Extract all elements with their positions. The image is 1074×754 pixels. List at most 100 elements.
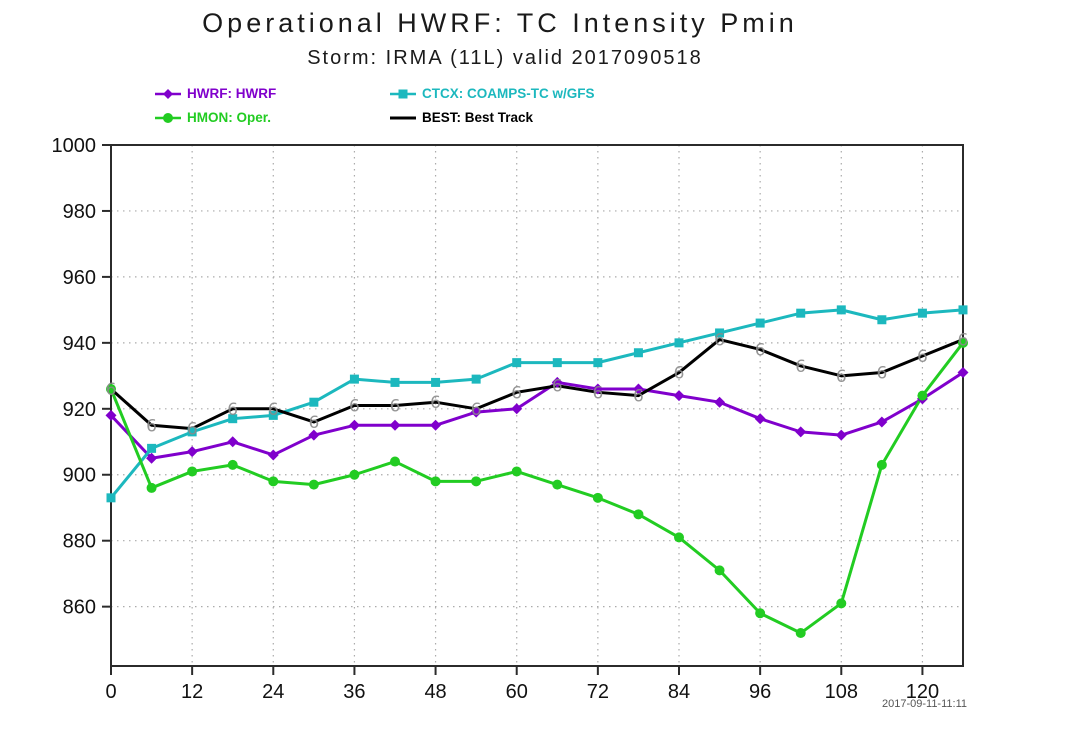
marker-hurricane-symbol: 6 xyxy=(187,420,198,440)
marker-circle xyxy=(349,469,360,480)
marker-diamond xyxy=(267,449,279,461)
marker-diamond xyxy=(592,383,604,395)
marker-hurricane-symbol: 6 xyxy=(430,393,441,413)
legend-label-ctcx: CTCX: COAMPS-TC w/GFS xyxy=(422,86,595,101)
chart-subtitle: Storm: IRMA (11L) valid 2017090518 xyxy=(307,47,703,69)
marker-hurricane-symbol: 6 xyxy=(836,367,847,387)
marker-hurricane-symbol: 6 xyxy=(917,347,928,367)
x-tick-label: 84 xyxy=(668,681,690,703)
legend-label-hmon: HMON: Oper. xyxy=(187,110,272,125)
legend-item-hmon: HMON: Oper. xyxy=(155,110,390,125)
marker-square xyxy=(917,308,927,318)
marker-hurricane-symbol: 6 xyxy=(958,331,969,351)
series-line xyxy=(109,338,965,431)
marker-diamond xyxy=(227,436,239,448)
marker-diamond xyxy=(551,376,563,388)
series-line xyxy=(109,341,965,635)
x-tick-label: 60 xyxy=(506,681,528,703)
x-tick-label: 120 xyxy=(906,681,939,703)
marker-square xyxy=(147,443,157,453)
marker-square xyxy=(633,348,643,358)
marker-square xyxy=(512,358,522,368)
marker-circle xyxy=(268,476,279,487)
marker-hurricane-symbol: 6 xyxy=(674,364,685,384)
marker-diamond xyxy=(835,429,847,441)
marker-circle xyxy=(592,492,603,503)
marker-circle xyxy=(876,459,887,470)
marker-square xyxy=(471,374,481,384)
marker-hurricane-symbol: 6 xyxy=(795,357,806,377)
marker-diamond xyxy=(105,409,117,421)
marker-square xyxy=(106,493,116,503)
marker-diamond xyxy=(146,452,158,464)
x-tick-label: 12 xyxy=(181,681,203,703)
marker-circle xyxy=(795,628,806,639)
x-tick-label: 72 xyxy=(587,681,609,703)
marker-diamond xyxy=(430,419,442,431)
marker-diamond xyxy=(876,416,888,428)
marker-square xyxy=(349,374,359,384)
ctcx-line-marker-icon xyxy=(390,89,416,98)
marker-hurricane-symbol: 6 xyxy=(876,364,887,384)
marker-diamond xyxy=(511,403,523,415)
marker-diamond xyxy=(714,396,726,408)
legend-item-hwrf: HWRF: HWRF xyxy=(155,86,390,101)
marker-circle xyxy=(552,479,563,490)
marker-square xyxy=(431,377,441,387)
legend-item-ctcx: CTCX: COAMPS-TC w/GFS xyxy=(390,86,595,101)
marker-square xyxy=(268,410,278,420)
legend-label-best: BEST: Best Track xyxy=(422,110,534,125)
marker-hurricane-symbol: 6 xyxy=(511,383,522,403)
marker-square xyxy=(228,414,238,424)
series-line xyxy=(109,371,965,460)
marker-hurricane-symbol: 6 xyxy=(633,387,644,407)
legend-label-hwrf: HWRF: HWRF xyxy=(187,86,277,101)
marker-diamond xyxy=(470,406,482,418)
x-tick-label: 48 xyxy=(424,681,446,703)
marker-hurricane-symbol: 6 xyxy=(390,397,401,417)
legend-item-best: BEST: Best Track xyxy=(390,110,595,125)
marker-hurricane-symbol: 6 xyxy=(268,400,279,420)
marker-circle xyxy=(714,565,725,576)
marker-circle xyxy=(471,476,482,487)
best-line-marker-icon xyxy=(390,116,416,119)
marker-hurricane-symbol: 6 xyxy=(106,380,117,400)
y-tick-label: 860 xyxy=(63,597,96,619)
marker-diamond xyxy=(957,367,969,379)
marker-hurricane-symbol: 6 xyxy=(146,416,157,436)
y-tick-label: 1000 xyxy=(52,135,97,157)
marker-circle xyxy=(187,466,198,477)
marker-square xyxy=(796,308,806,318)
marker-circle xyxy=(836,598,847,609)
marker-diamond xyxy=(389,419,401,431)
marker-diamond xyxy=(795,426,807,438)
marker-circle xyxy=(430,476,441,487)
marker-circle xyxy=(227,459,238,470)
marker-square xyxy=(390,377,400,387)
marker-circle xyxy=(633,509,644,520)
marker-hurricane-symbol: 6 xyxy=(592,383,603,403)
marker-circle xyxy=(106,384,116,395)
marker-circle xyxy=(917,390,928,401)
marker-square xyxy=(877,315,887,325)
hwrf-line-marker-icon xyxy=(155,88,181,99)
x-tick-label: 96 xyxy=(749,681,771,703)
marker-circle xyxy=(146,482,157,493)
y-tick-label: 920 xyxy=(63,399,96,421)
marker-diamond xyxy=(308,429,320,441)
marker-hurricane-symbol: 6 xyxy=(471,400,482,420)
marker-diamond xyxy=(348,419,360,431)
marker-square xyxy=(593,358,603,368)
creation-timestamp: 2017-09-11-11:11 xyxy=(881,698,967,710)
y-tick-label: 980 xyxy=(63,201,96,223)
marker-circle xyxy=(308,479,319,490)
marker-diamond xyxy=(754,413,766,425)
marker-square xyxy=(755,318,765,328)
x-tick-label: 36 xyxy=(343,681,365,703)
y-tick-label: 880 xyxy=(63,531,96,553)
y-tick-label: 900 xyxy=(63,465,96,487)
marker-square xyxy=(836,305,846,315)
marker-diamond xyxy=(673,390,685,402)
